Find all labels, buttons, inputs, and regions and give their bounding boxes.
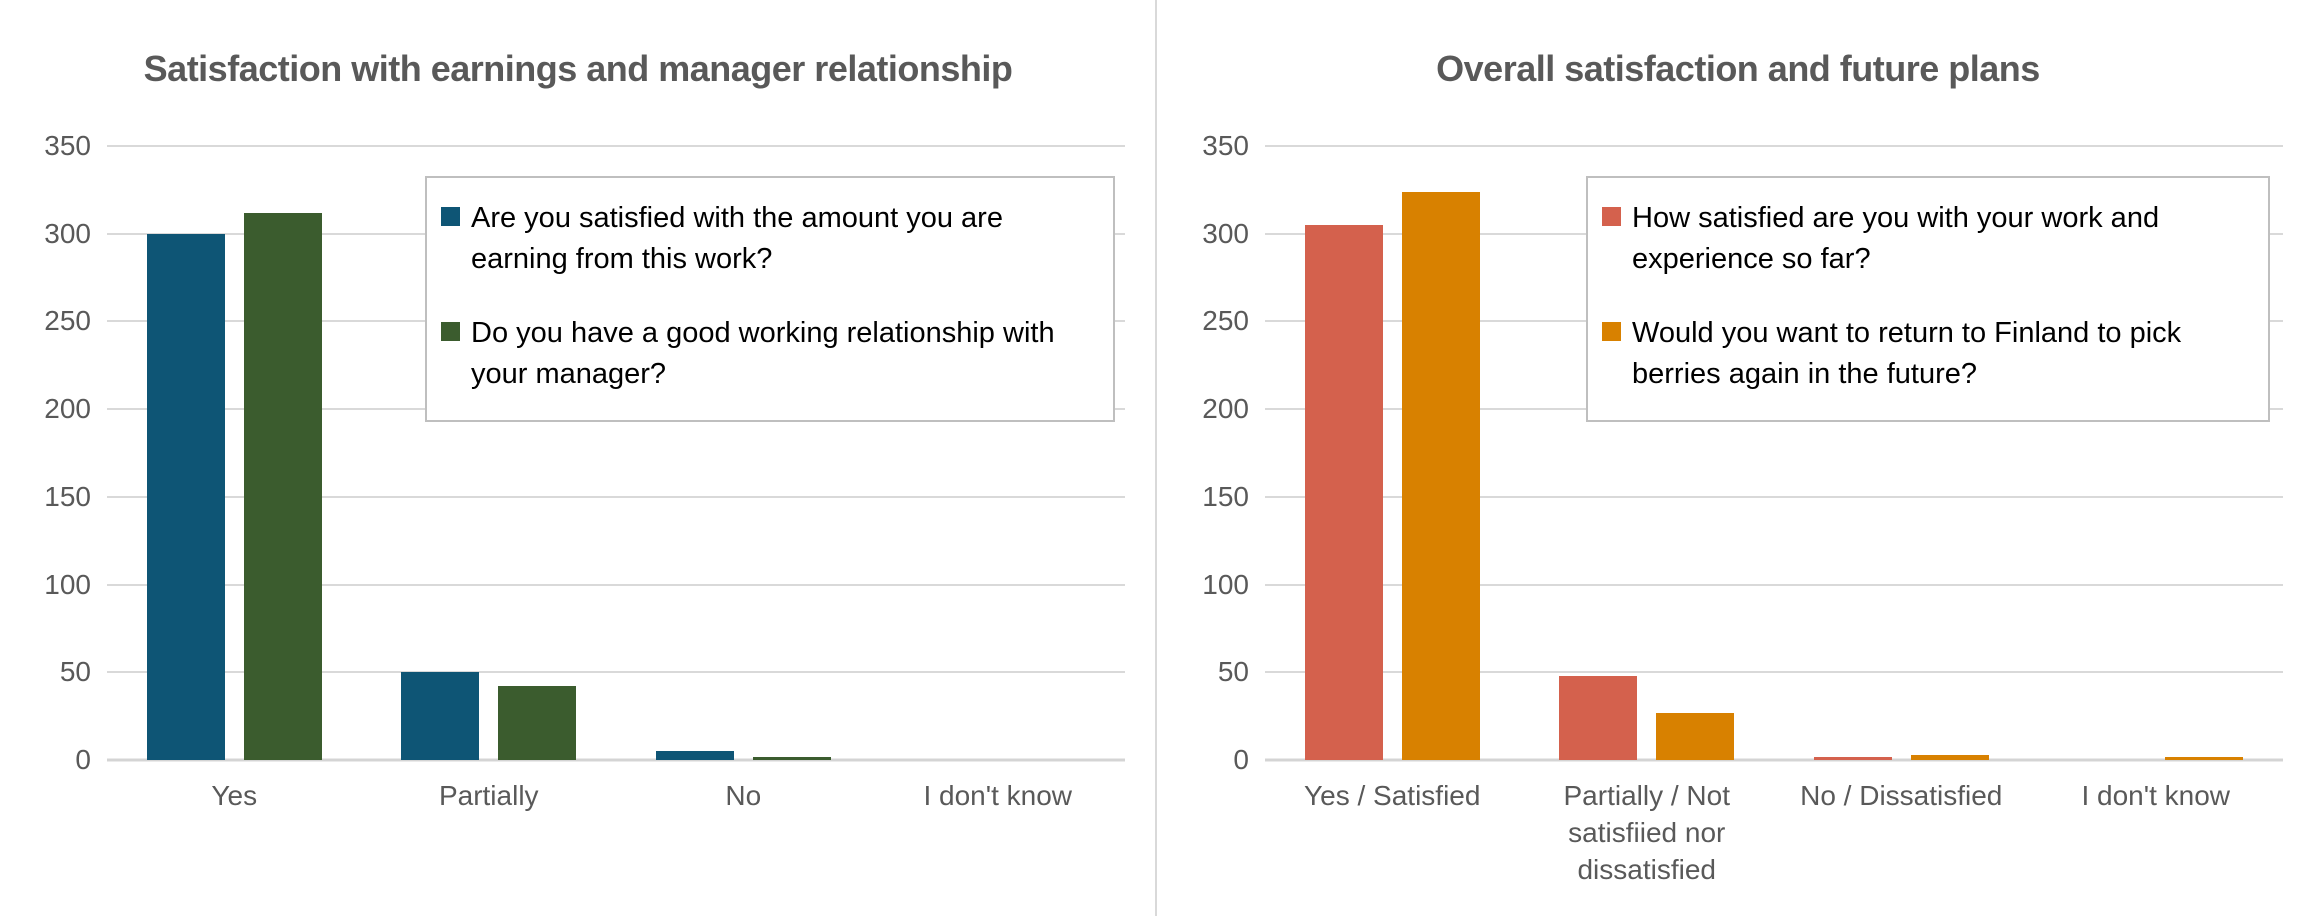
category-group: [1520, 146, 1775, 760]
y-axis-tick-label: 150: [1202, 480, 1249, 512]
y-axis-tick-label: 200: [1202, 393, 1249, 425]
category-group: [616, 146, 871, 760]
bar: [2165, 756, 2244, 760]
x-axis-labels: Yes / Satisfied Partially / Not satisfiie…: [1265, 778, 2283, 889]
legend: Are you satisfied with the amount you ar…: [425, 176, 1115, 423]
x-axis-label: I don't know: [923, 780, 1073, 811]
x-axis-label: No / Dissatisfied: [1800, 780, 2003, 811]
legend-label: Would you want to return to Finland to p…: [1632, 317, 2182, 390]
x-axis-label: Yes / Satisfied: [1304, 780, 1481, 811]
bar: [655, 751, 734, 760]
x-axis-label: I don't know: [2081, 780, 2231, 811]
legend-swatch-icon: [1602, 207, 1621, 226]
y-axis-tick-label: 200: [44, 393, 91, 425]
x-axis-labels: Yes Partially No I don't know: [107, 778, 1125, 815]
y-axis-tick-label: 350: [1202, 130, 1249, 161]
plot-area: 350 300 250 200 150 100 50 0: [1202, 132, 2283, 774]
bar: [1304, 224, 1383, 760]
chart-panel-earnings-manager: Satisfaction with earnings and manager r…: [0, 0, 1156, 916]
category-group: [1774, 146, 2029, 760]
legend-item: Are you satisfied with the amount you ar…: [441, 198, 1095, 279]
chart-title: Satisfaction with earnings and manager r…: [143, 48, 1013, 89]
bar-groups: [107, 146, 1125, 760]
gridline: [1265, 671, 2283, 674]
panel-divider: [1155, 0, 1157, 916]
y-axis-tick-label: 0: [75, 744, 91, 775]
legend-label: How satisfied are you with your work and…: [1632, 202, 2160, 275]
bar: [146, 233, 225, 760]
bar: [243, 212, 322, 760]
legend-label: Are you satisfied with the amount you ar…: [471, 202, 1003, 275]
bar: [1401, 191, 1480, 760]
y-axis-tick-label: 50: [59, 656, 91, 688]
gridline: [107, 145, 1125, 147]
bar: [1656, 712, 1735, 760]
y-axis-tick-label: 300: [1202, 217, 1249, 249]
category-group: [362, 146, 617, 760]
y-axis-tick-label: 150: [44, 480, 91, 512]
y-axis-tick-label: 250: [1202, 305, 1249, 337]
chart-title: Overall satisfaction and future plans: [1436, 48, 2040, 89]
gridline: [107, 495, 1125, 498]
bar: [498, 686, 577, 760]
legend-swatch-icon: [441, 207, 460, 226]
gridline: [1265, 145, 2283, 147]
legend-item: How satisfied are you with your work and…: [1602, 198, 2250, 279]
x-axis-label: No: [725, 780, 762, 811]
gridline: [107, 758, 1125, 762]
gridline: [1265, 583, 2283, 586]
y-axis-tick-label: 100: [44, 568, 91, 600]
legend-label: Do you have a good working relationship …: [471, 317, 1055, 390]
legend: How satisfied are you with your work and…: [1586, 176, 2270, 423]
chart-panel-overall-future: Overall satisfaction and future plans 35…: [1158, 0, 2318, 916]
y-axis-tick-label: 350: [44, 130, 91, 161]
legend-item: Would you want to return to Finland to p…: [1602, 313, 2250, 394]
bar: [752, 756, 831, 760]
y-axis-tick-label: 250: [44, 305, 91, 337]
y-axis-tick-label: 100: [1202, 568, 1249, 600]
category-group: [2029, 146, 2284, 760]
bar: [1910, 754, 1989, 760]
legend-item: Do you have a good working relationship …: [441, 313, 1095, 394]
category-group: [1265, 146, 1520, 760]
y-axis-tick-label: 0: [1233, 744, 1249, 775]
x-axis-label: Yes: [211, 780, 258, 811]
x-axis-label: Partially: [438, 780, 539, 811]
gridline: [1265, 758, 2283, 762]
gridline: [1265, 495, 2283, 498]
legend-swatch-icon: [1602, 322, 1621, 342]
category-group: [107, 146, 362, 760]
x-axis-label: Partially / Not satisfiied nor dissatisf…: [1563, 780, 1731, 885]
bar-groups: [1265, 146, 2283, 760]
gridline: [107, 583, 1125, 586]
y-axis-tick-label: 50: [1217, 656, 1249, 688]
bar: [1559, 675, 1638, 760]
y-axis-tick-label: 300: [44, 217, 91, 249]
bar: [1813, 756, 1892, 760]
bar: [401, 672, 480, 760]
legend-swatch-icon: [441, 322, 460, 342]
gridline: [107, 671, 1125, 674]
